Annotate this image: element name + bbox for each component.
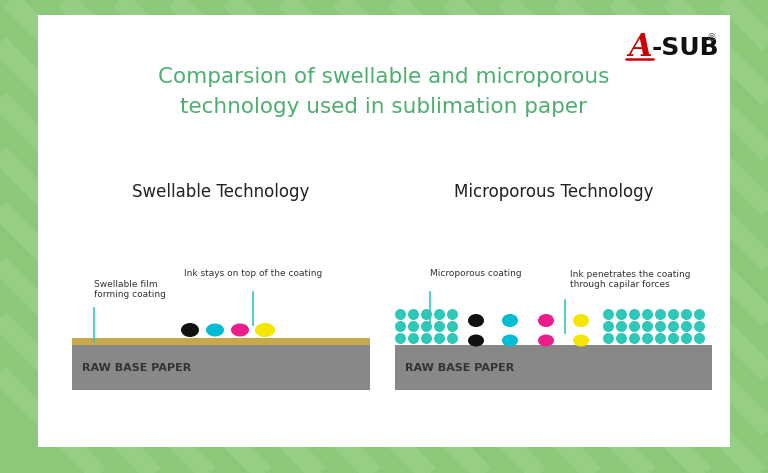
Circle shape (603, 309, 614, 320)
Circle shape (668, 321, 679, 332)
Circle shape (447, 309, 458, 320)
Circle shape (655, 333, 666, 344)
Circle shape (642, 333, 653, 344)
Text: Swellable Technology: Swellable Technology (132, 183, 310, 201)
Circle shape (447, 321, 458, 332)
Circle shape (408, 333, 419, 344)
Circle shape (421, 321, 432, 332)
Text: Microporous coating: Microporous coating (430, 269, 521, 278)
Circle shape (681, 309, 692, 320)
Text: Microporous Technology: Microporous Technology (454, 183, 654, 201)
Circle shape (668, 309, 679, 320)
Circle shape (395, 321, 406, 332)
Ellipse shape (573, 334, 589, 347)
Circle shape (668, 333, 679, 344)
Text: Ink stays on top of the coating: Ink stays on top of the coating (184, 269, 322, 278)
Text: RAW BASE PAPER: RAW BASE PAPER (82, 362, 191, 373)
Circle shape (655, 321, 666, 332)
Circle shape (616, 333, 627, 344)
Text: Swellable film
forming coating: Swellable film forming coating (94, 280, 166, 299)
Circle shape (603, 333, 614, 344)
Circle shape (629, 321, 640, 332)
Circle shape (694, 309, 705, 320)
Ellipse shape (573, 314, 589, 327)
Ellipse shape (181, 323, 199, 337)
Ellipse shape (502, 334, 518, 347)
Bar (395, 345, 712, 390)
Text: -SUB: -SUB (652, 36, 720, 60)
Circle shape (642, 309, 653, 320)
Circle shape (681, 333, 692, 344)
Ellipse shape (468, 334, 484, 347)
Bar (72, 338, 370, 345)
Circle shape (421, 333, 432, 344)
Circle shape (408, 321, 419, 332)
Ellipse shape (538, 314, 554, 327)
Circle shape (434, 321, 445, 332)
Circle shape (629, 333, 640, 344)
Ellipse shape (502, 314, 518, 327)
Bar (72, 345, 370, 390)
Ellipse shape (255, 323, 275, 337)
Circle shape (616, 321, 627, 332)
Circle shape (408, 309, 419, 320)
Circle shape (642, 321, 653, 332)
Ellipse shape (538, 334, 554, 347)
Circle shape (447, 333, 458, 344)
Circle shape (395, 309, 406, 320)
Text: A: A (628, 33, 651, 63)
Circle shape (434, 333, 445, 344)
Text: Ink penetrates the coating
through capilar forces: Ink penetrates the coating through capil… (570, 270, 690, 289)
Circle shape (681, 321, 692, 332)
Circle shape (421, 309, 432, 320)
Text: RAW BASE PAPER: RAW BASE PAPER (405, 362, 515, 373)
Text: Comparsion of swellable and microporous
technology used in sublimation paper: Comparsion of swellable and microporous … (158, 67, 610, 117)
Ellipse shape (231, 324, 249, 336)
Circle shape (629, 309, 640, 320)
Text: ®: ® (707, 33, 717, 43)
Circle shape (694, 333, 705, 344)
Ellipse shape (468, 314, 484, 327)
Circle shape (395, 333, 406, 344)
Circle shape (616, 309, 627, 320)
Circle shape (434, 309, 445, 320)
Circle shape (603, 321, 614, 332)
Circle shape (694, 321, 705, 332)
Ellipse shape (206, 324, 224, 336)
Circle shape (655, 309, 666, 320)
